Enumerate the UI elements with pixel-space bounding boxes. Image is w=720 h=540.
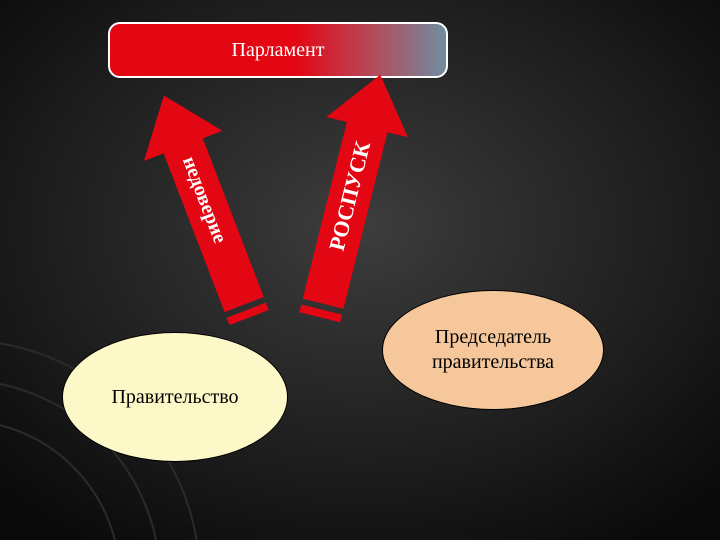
ellipse-chairman-line2: правительства: [432, 350, 554, 375]
ellipse-chairman-line1: Председатель: [432, 325, 554, 350]
ellipse-chairman: Председатель правительства: [382, 290, 604, 410]
ellipse-chairman-label: Председатель правительства: [432, 325, 554, 375]
parliament-box: Парламент: [108, 22, 448, 78]
ellipse-government-label: Правительство: [111, 385, 238, 410]
parliament-label: Парламент: [232, 39, 325, 62]
ellipse-government: Правительство: [62, 332, 288, 462]
slide-canvas: Парламент недоверие РОСПУСК Правительств…: [0, 0, 720, 540]
